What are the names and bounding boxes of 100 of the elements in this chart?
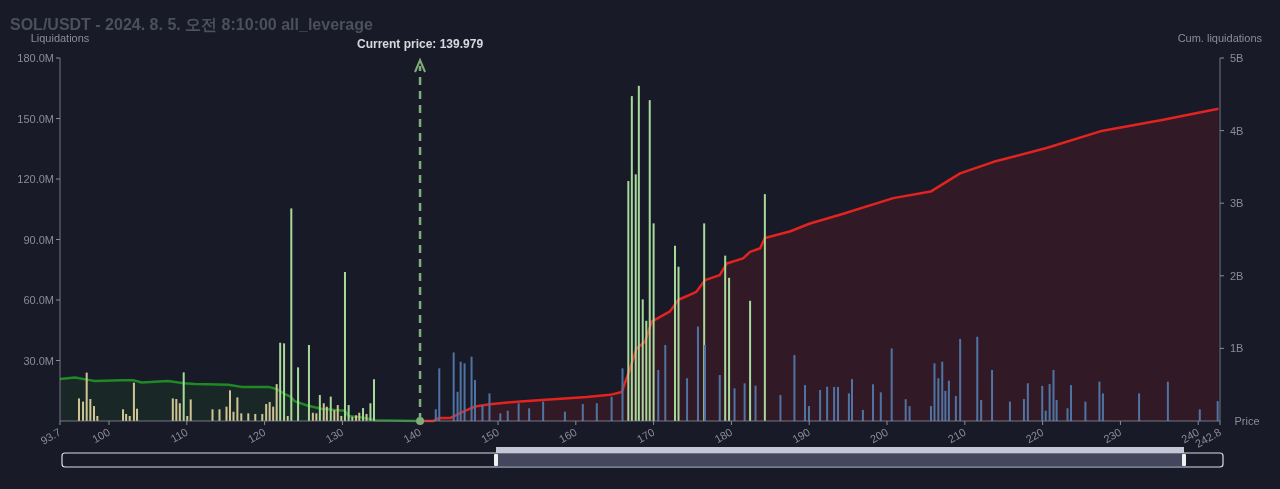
bar bbox=[275, 384, 278, 421]
bar bbox=[1052, 369, 1055, 421]
bar bbox=[686, 378, 689, 421]
bar bbox=[976, 336, 979, 421]
y2-tick-label: 2B bbox=[1230, 269, 1244, 282]
bar bbox=[542, 401, 545, 421]
bar bbox=[904, 399, 907, 421]
bar bbox=[307, 344, 310, 421]
bar bbox=[630, 96, 633, 421]
bar bbox=[581, 404, 584, 421]
bar bbox=[937, 378, 940, 421]
bar bbox=[648, 100, 651, 421]
bar bbox=[488, 393, 491, 421]
bar bbox=[225, 406, 228, 421]
bar bbox=[528, 408, 531, 421]
bar bbox=[728, 277, 731, 421]
bar bbox=[438, 368, 441, 421]
bar bbox=[1048, 384, 1051, 421]
bar bbox=[132, 382, 135, 421]
bar bbox=[325, 406, 328, 421]
bar bbox=[347, 405, 350, 421]
y2-axis-title: Cum. liquidations bbox=[1177, 32, 1263, 44]
bar bbox=[637, 85, 640, 421]
bar bbox=[182, 372, 185, 421]
bar bbox=[373, 379, 375, 421]
bar bbox=[627, 181, 630, 421]
bar bbox=[664, 344, 667, 421]
bar bbox=[980, 400, 983, 421]
bar bbox=[329, 396, 332, 421]
bar bbox=[749, 300, 752, 421]
bar bbox=[1041, 385, 1044, 421]
x-tick-label: 110 bbox=[168, 425, 190, 445]
bar bbox=[1166, 381, 1169, 421]
bar bbox=[677, 266, 680, 421]
bar bbox=[228, 390, 231, 421]
x-tick-label: 170 bbox=[634, 425, 657, 446]
y2-tick-label: 1B bbox=[1230, 342, 1244, 355]
bar bbox=[268, 402, 271, 421]
y-tick-label: 30.0M bbox=[23, 354, 54, 367]
bar bbox=[82, 401, 85, 421]
ref-line-label: Current price: 139.979 bbox=[357, 37, 484, 51]
bar bbox=[369, 403, 372, 421]
bar bbox=[211, 409, 214, 421]
x-tick-label: 200 bbox=[868, 425, 890, 446]
bar bbox=[807, 406, 810, 421]
y-axis-title: Liquidations bbox=[30, 32, 90, 44]
bar bbox=[1008, 401, 1011, 421]
bar bbox=[947, 380, 950, 421]
bar bbox=[851, 379, 854, 421]
bar bbox=[959, 338, 962, 421]
bar bbox=[283, 343, 286, 421]
bar bbox=[908, 406, 911, 421]
y2-tick-label: 3B bbox=[1230, 197, 1244, 210]
bar bbox=[175, 399, 178, 421]
bar bbox=[318, 394, 321, 421]
bar bbox=[1026, 383, 1029, 421]
bar bbox=[657, 369, 660, 421]
bar bbox=[743, 383, 746, 421]
bar bbox=[1101, 393, 1104, 421]
bar bbox=[804, 385, 807, 421]
y-tick-label: 90.0M bbox=[23, 233, 54, 246]
bar bbox=[315, 413, 318, 421]
bar bbox=[879, 392, 882, 421]
bar bbox=[240, 413, 243, 421]
bar bbox=[85, 372, 88, 421]
bar bbox=[954, 395, 957, 421]
bar bbox=[499, 413, 502, 421]
bar bbox=[819, 389, 822, 421]
bar bbox=[463, 363, 466, 421]
y-tick-label: 150.0M bbox=[17, 112, 54, 125]
bar bbox=[763, 194, 766, 421]
bar bbox=[517, 403, 520, 421]
x-tick-label: 140 bbox=[401, 425, 424, 446]
bar bbox=[93, 406, 95, 421]
bar bbox=[452, 352, 455, 421]
bar bbox=[754, 385, 757, 421]
bar bbox=[343, 271, 346, 421]
x-axis-title: Price bbox=[1234, 415, 1260, 427]
bar bbox=[595, 403, 598, 421]
bar bbox=[236, 397, 239, 421]
x-tick-label: 180 bbox=[712, 425, 735, 446]
bar bbox=[481, 405, 484, 421]
bar bbox=[861, 409, 864, 421]
y-tick-label: 60.0M bbox=[23, 294, 54, 306]
bar bbox=[470, 356, 473, 421]
bar bbox=[272, 406, 275, 421]
bar bbox=[941, 361, 944, 421]
bar bbox=[336, 405, 339, 421]
bar bbox=[621, 368, 624, 421]
bar bbox=[218, 409, 221, 421]
bar bbox=[872, 384, 875, 421]
x-tick-label: 93.7 bbox=[38, 425, 63, 447]
bar bbox=[1138, 393, 1141, 421]
bar bbox=[459, 361, 462, 421]
x-tick-label: 130 bbox=[323, 425, 346, 446]
bar bbox=[779, 394, 782, 421]
bar bbox=[362, 408, 365, 421]
bar bbox=[279, 342, 282, 421]
bar bbox=[189, 399, 192, 421]
bar bbox=[610, 396, 613, 421]
